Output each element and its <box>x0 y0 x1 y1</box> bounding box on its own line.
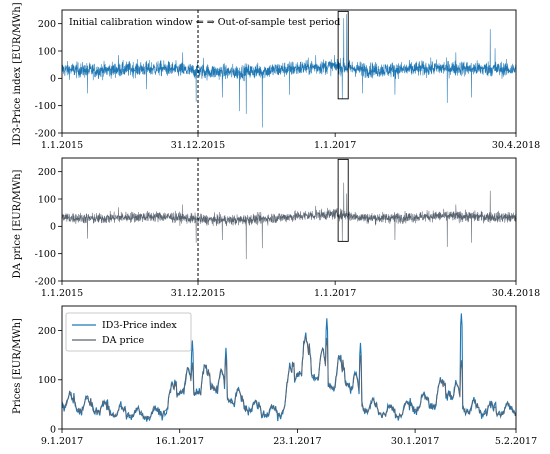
split-annotation: Initial calibration window ⇐ ⇒ Out-of-sa… <box>69 17 340 28</box>
xtick-label: 1.1.2015 <box>41 288 83 299</box>
legend-label-id3: ID3-Price index <box>102 320 177 331</box>
xtick-label: 31.12.2015 <box>171 140 225 151</box>
legend-label-da: DA price <box>102 335 144 346</box>
ytick-label: 100 <box>38 194 56 205</box>
ytick-label: 200 <box>38 326 56 337</box>
xtick-label: 23.1.2017 <box>273 436 321 447</box>
panel2-ylabel: DA price [EUR/MWh] <box>12 169 23 278</box>
legend-frame <box>65 312 192 352</box>
xtick-label: 30.4.2018 <box>492 140 540 151</box>
legend: ID3-Price index DA price <box>65 312 192 352</box>
series-line-id3 <box>61 14 517 128</box>
ytick-label: -200 <box>35 276 56 287</box>
zoom-highlight-box <box>337 158 349 242</box>
ytick-label: 200 <box>38 167 56 178</box>
xtick-label: 9.1.2017 <box>41 436 83 447</box>
xtick-label: 1.1.2017 <box>314 140 356 151</box>
ytick-label: -100 <box>35 249 56 260</box>
ytick-label: 200 <box>38 19 56 30</box>
panel3-frame <box>61 305 517 430</box>
ytick-label: 100 <box>38 375 56 386</box>
ytick-label: 0 <box>50 222 56 233</box>
ytick-label: 100 <box>38 46 56 57</box>
xtick-label: 30.1.2017 <box>391 436 439 447</box>
ytick-label: 0 <box>50 74 56 85</box>
panel1-ylabel: ID3-Price index [EUR/MWh] <box>12 2 23 145</box>
xtick-label: 5.2.2017 <box>495 436 537 447</box>
xtick-label: 16.1.2017 <box>156 436 204 447</box>
panel2-frame <box>61 157 517 282</box>
xtick-label: 1.1.2015 <box>41 140 83 151</box>
panel-id3-price-index: ID3-Price index [EUR/MWh] -200 -100 0 100 20… <box>12 2 540 151</box>
panel-prices-zoom: Prices [EUR/MWh] 0 100 200 9.1.2017 16.1.201… <box>12 305 537 447</box>
ytick-label: -100 <box>35 101 56 112</box>
zoom-highlight-box <box>337 10 349 100</box>
panel-da-price: DA price [EUR/MWh] -200 -100 0 100 200 1.1.20… <box>12 157 540 299</box>
series-line-da-zoom <box>61 336 517 420</box>
xtick-label: 1.1.2017 <box>314 288 356 299</box>
xtick-label: 31.12.2015 <box>171 288 225 299</box>
xtick-label: 30.4.2018 <box>492 288 540 299</box>
panel3-ylabel: Prices [EUR/MWh] <box>12 318 23 414</box>
panel1-frame <box>61 9 517 134</box>
ytick-label: 0 <box>50 424 56 435</box>
series-line-da <box>61 182 517 260</box>
ytick-label: -200 <box>35 128 56 139</box>
